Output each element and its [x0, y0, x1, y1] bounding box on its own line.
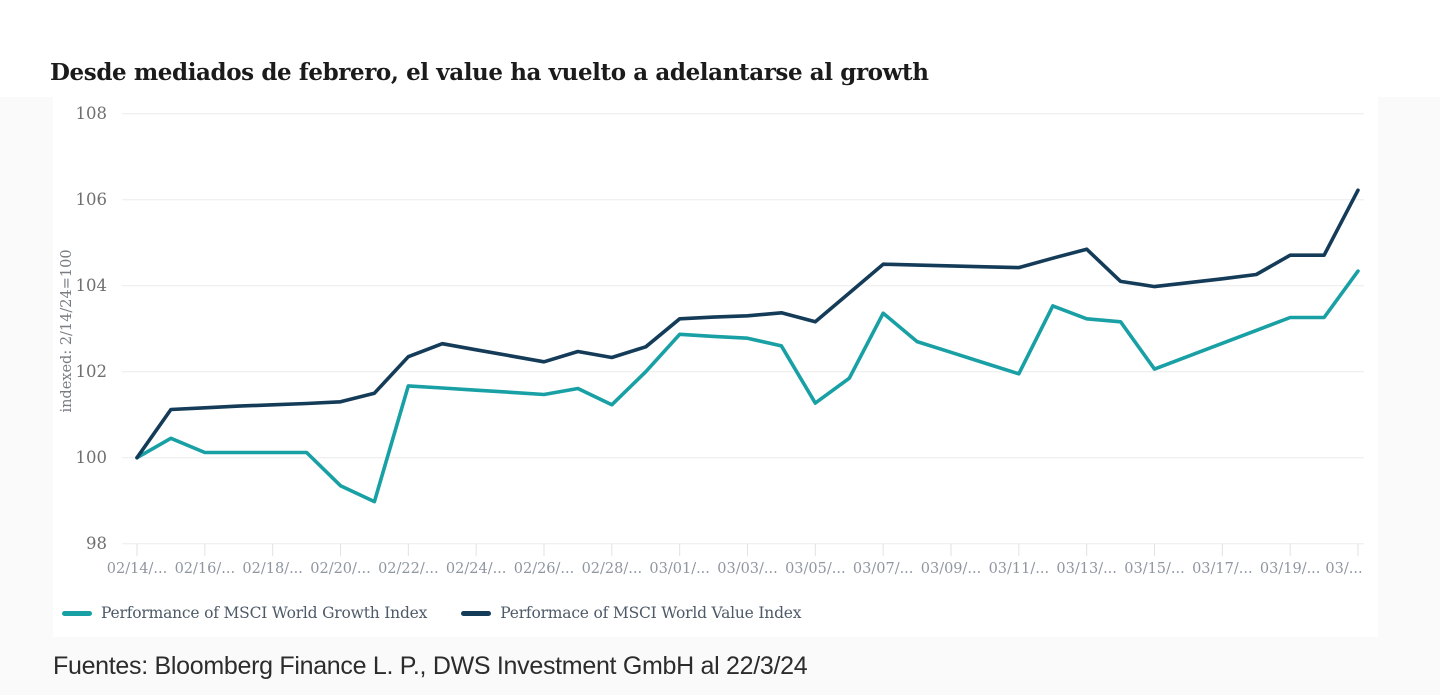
- x-tick-label-14: 03/13/...: [1056, 561, 1117, 577]
- x-tick-label-7: 02/28/...: [582, 561, 643, 577]
- x-tick-label-4: 02/22/...: [378, 561, 439, 577]
- x-tick-label-10: 03/05/...: [785, 561, 846, 577]
- legend-marker-growth: [62, 610, 92, 616]
- legend: Performance of MSCI World Growth Index P…: [62, 604, 802, 622]
- header-band: [0, 0, 1440, 97]
- legend-label-growth: Performance of MSCI World Growth Index: [101, 604, 428, 622]
- y-tick-label-108: 108: [76, 104, 108, 123]
- x-tick-label-16: 03/17/...: [1192, 561, 1253, 577]
- x-tick-label-15: 03/15/...: [1124, 561, 1185, 577]
- legend-label-value: Performace of MSCI World Value Index: [500, 604, 802, 622]
- x-tick-label-13: 03/11/...: [989, 561, 1050, 577]
- y-tick-label-102: 102: [76, 362, 108, 381]
- x-tick-label-9: 03/03/...: [717, 561, 778, 577]
- y-tick-label-100: 100: [76, 448, 108, 467]
- x-tick-label-2: 02/18/...: [242, 561, 303, 577]
- x-tick-label-3: 02/20/...: [310, 561, 371, 577]
- legend-marker-value: [461, 610, 492, 616]
- source-note: Fuentes: Bloomberg Finance L. P., DWS In…: [53, 652, 808, 680]
- legend-item-growth: Performance of MSCI World Growth Index: [62, 604, 427, 622]
- series-line-growth: [135, 269, 1360, 504]
- x-tick-label-18: 03/...: [1325, 561, 1362, 577]
- y-axis-label: indexed: 2/14/24=100: [59, 249, 75, 413]
- x-tick-label-8: 03/01/...: [649, 561, 710, 577]
- x-tick-label-5: 02/24/...: [446, 561, 507, 577]
- x-tick-label-12: 03/09/...: [921, 561, 982, 577]
- x-tick-label-0: 02/14/...: [107, 561, 168, 577]
- line-chart-plot: 98 100 102 104 106 108 02/14/... 02/16/... 02/18…: [76, 104, 1364, 577]
- y-tick-label-106: 106: [76, 190, 108, 209]
- y-tick-label-104: 104: [76, 276, 108, 295]
- x-tick-label-6: 02/26/...: [514, 561, 575, 577]
- x-tick-label-11: 03/07/...: [853, 561, 914, 577]
- x-tick-label-17: 03/19/...: [1260, 561, 1321, 577]
- legend-item-value: Performace of MSCI World Value Index: [461, 604, 802, 622]
- chart-card: 98 100 102 104 106 108 02/14/... 02/16/... 02/18…: [53, 97, 1378, 637]
- y-tick-label-98: 98: [86, 534, 107, 553]
- chart-title: Desde mediados de febrero, el value ha v…: [50, 59, 929, 87]
- x-tick-label-1: 02/16/...: [175, 561, 236, 577]
- series-line-value: [135, 188, 1360, 460]
